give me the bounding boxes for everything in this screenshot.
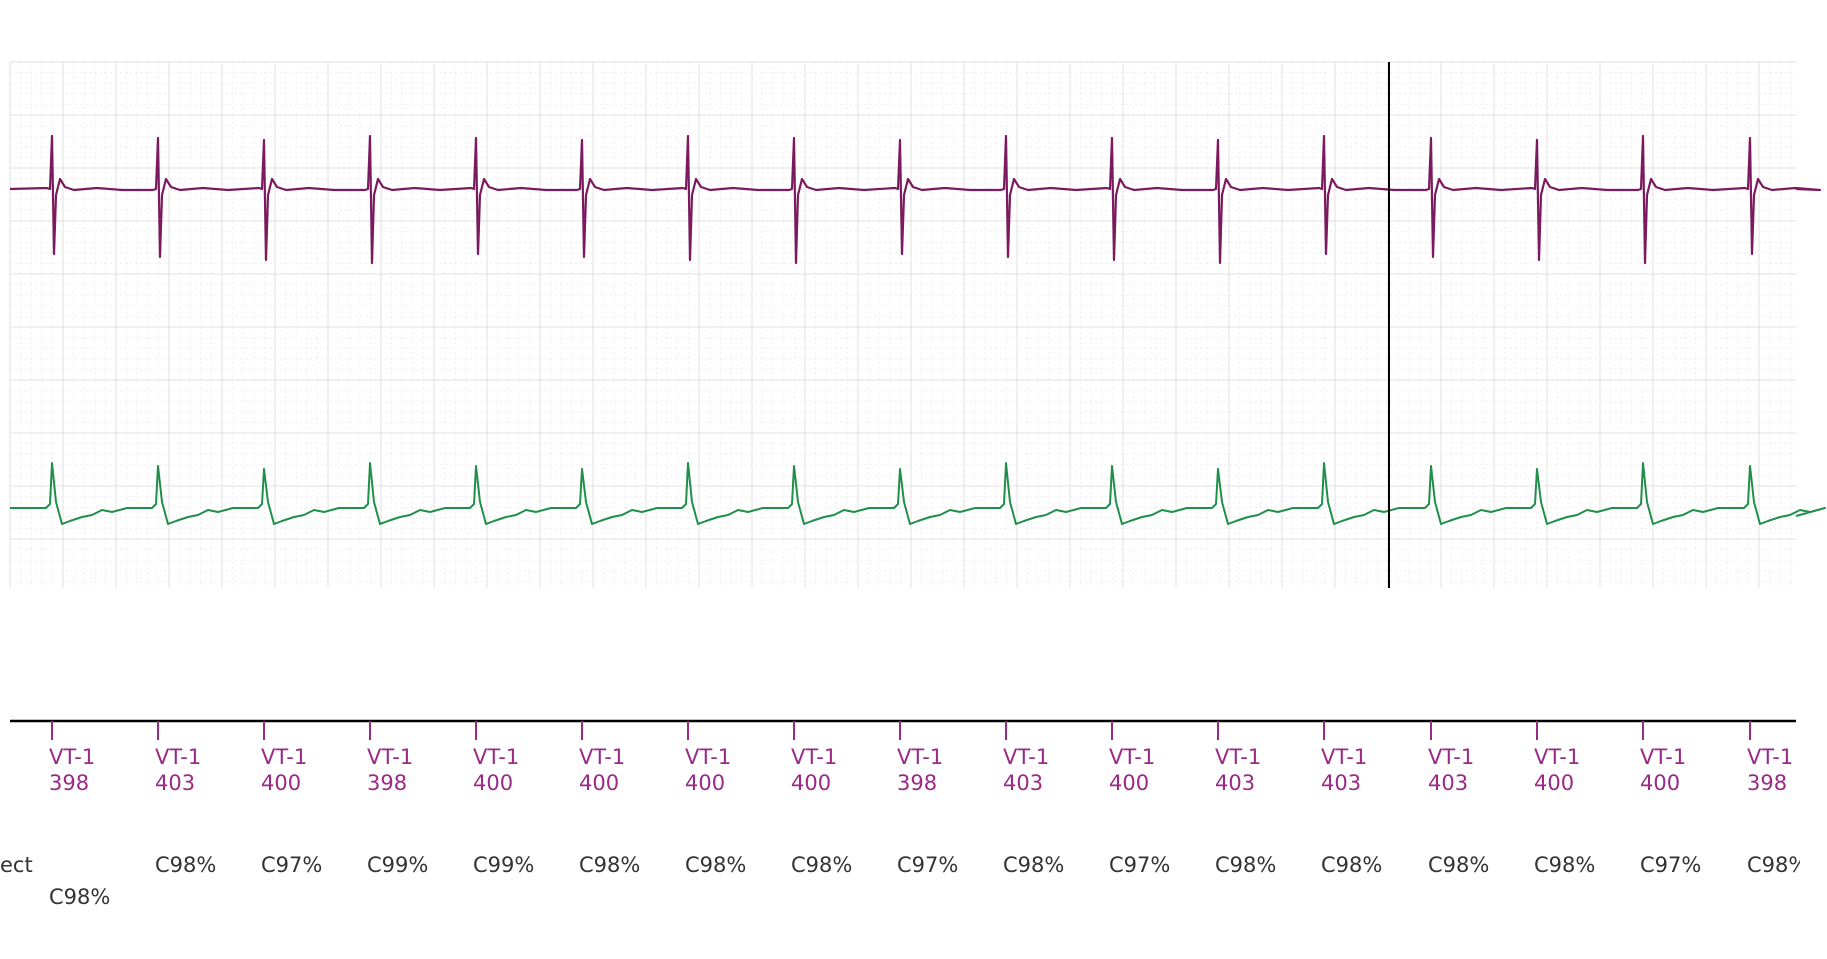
marker-interval: 398 <box>367 771 408 795</box>
marker-interval: 398 <box>49 771 90 795</box>
confidence-label: C97% <box>1640 853 1702 877</box>
marker-interval: 398 <box>1747 771 1788 795</box>
confidence-label: C98% <box>1003 853 1065 877</box>
marker-label: VT-1 403 <box>1321 744 1411 796</box>
marker-label: VT-1 400 <box>1640 744 1730 796</box>
marker-interval: 403 <box>1215 771 1256 795</box>
marker-interval: 403 <box>1428 771 1469 795</box>
marker-interval: 400 <box>1109 771 1150 795</box>
marker-ticks <box>51 721 1751 740</box>
marker-label: VT-1 400 <box>1534 744 1624 796</box>
confidence-label: C98% <box>1534 853 1596 877</box>
marker-code: VT-1 <box>1109 745 1156 769</box>
marker-code: VT-1 <box>1003 745 1050 769</box>
marker-code: VT-1 <box>1215 745 1262 769</box>
marker-code: VT-1 <box>1534 745 1581 769</box>
confidence-label: C98% <box>1747 853 1800 877</box>
grid-major <box>9 61 1796 588</box>
marker-label: VT-1 398 <box>49 744 139 796</box>
confidence-label: C97% <box>897 853 959 877</box>
marker-interval: 400 <box>1640 771 1681 795</box>
grid-minor <box>9 61 1796 588</box>
confidence-label: C97% <box>1109 853 1171 877</box>
confidence-label: C98% <box>685 853 747 877</box>
confidence-label: C98% <box>155 853 217 877</box>
marker-code: VT-1 <box>1747 745 1794 769</box>
confidence-label: C98% <box>579 853 641 877</box>
marker-code: VT-1 <box>685 745 732 769</box>
marker-label: VT-1 398 <box>1747 744 1800 796</box>
marker-code: VT-1 <box>155 745 202 769</box>
confidence-label: C98% <box>1321 853 1383 877</box>
detect-label: ect <box>0 853 33 877</box>
marker-interval: 398 <box>897 771 938 795</box>
marker-label: VT-1 403 <box>1428 744 1518 796</box>
marker-label: VT-1 403 <box>155 744 245 796</box>
marker-interval: 403 <box>1003 771 1044 795</box>
marker-label: VT-1 398 <box>367 744 457 796</box>
marker-interval: 403 <box>1321 771 1362 795</box>
marker-code: VT-1 <box>1428 745 1475 769</box>
marker-code: VT-1 <box>261 745 308 769</box>
confidence-label: C99% <box>473 853 535 877</box>
marker-label: VT-1 398 <box>897 744 987 796</box>
marker-interval: 400 <box>1534 771 1575 795</box>
marker-code: VT-1 <box>791 745 838 769</box>
marker-interval: 400 <box>685 771 726 795</box>
marker-label: VT-1 400 <box>473 744 563 796</box>
marker-code: VT-1 <box>897 745 944 769</box>
marker-label: VT-1 403 <box>1215 744 1305 796</box>
marker-interval: 400 <box>261 771 302 795</box>
confidence-label: C98% <box>1215 853 1277 877</box>
confidence-label: C97% <box>261 853 323 877</box>
marker-code: VT-1 <box>49 745 96 769</box>
confidence-label: C99% <box>367 853 429 877</box>
channel-1-trace <box>9 134 1822 265</box>
marker-code: VT-1 <box>367 745 414 769</box>
marker-label: VT-1 400 <box>579 744 669 796</box>
marker-code: VT-1 <box>579 745 626 769</box>
marker-interval: 403 <box>155 771 196 795</box>
marker-label: VT-1 403 <box>1003 744 1093 796</box>
marker-interval: 400 <box>791 771 832 795</box>
marker-code: VT-1 <box>473 745 520 769</box>
detect-confidence: C98% <box>49 885 111 909</box>
marker-label: VT-1 400 <box>261 744 351 796</box>
marker-interval: 400 <box>579 771 620 795</box>
marker-code: VT-1 <box>1321 745 1368 769</box>
marker-code: VT-1 <box>1640 745 1687 769</box>
marker-label: VT-1 400 <box>685 744 775 796</box>
marker-interval: 400 <box>473 771 514 795</box>
marker-label: VT-1 400 <box>1109 744 1199 796</box>
marker-label: VT-1 400 <box>791 744 881 796</box>
confidence-label: C98% <box>1428 853 1490 877</box>
confidence-label: C98% <box>791 853 853 877</box>
channel-2-trace <box>10 462 1826 525</box>
